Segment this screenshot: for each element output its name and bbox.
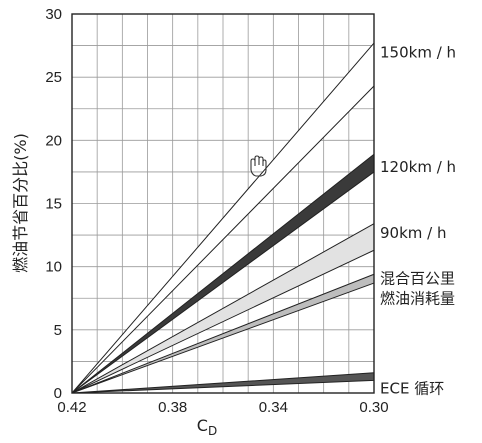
series-label-1: 120km / h	[380, 158, 456, 176]
x-tick-label: 0.30	[359, 399, 388, 416]
y-tick-label: 0	[54, 385, 62, 402]
series-label-4: ECE 循环	[380, 380, 444, 398]
series-label-0: 150km / h	[380, 44, 456, 62]
y-tick-label: 5	[54, 322, 62, 339]
series-label-3: 燃油消耗量	[380, 290, 455, 308]
x-tick-label: 0.38	[158, 399, 187, 416]
x-axis-title-subscript: D	[208, 424, 217, 438]
tick-labels: 0 5 10 15 20 25 30 0.42 0.38 0.34 0.30	[45, 6, 388, 416]
plot-frame	[71, 13, 375, 394]
y-tick-label: 10	[45, 259, 62, 276]
y-tick-label: 30	[45, 6, 62, 23]
x-axis-title-main: C	[197, 416, 208, 435]
hand-cursor-icon	[250, 155, 267, 177]
x-tick-label: 0.42	[57, 399, 86, 416]
x-axis-title: CD	[197, 416, 217, 438]
y-tick-label: 15	[45, 196, 62, 213]
y-axis-title: 燃油节省百分比(%)	[11, 133, 30, 273]
y-tick-label: 25	[45, 69, 62, 86]
y-tick-label: 20	[45, 132, 62, 149]
x-tick-label: 0.34	[259, 399, 288, 416]
series-label-2: 90km / h	[380, 224, 446, 242]
series-label-3: 混合百公里	[380, 270, 455, 288]
